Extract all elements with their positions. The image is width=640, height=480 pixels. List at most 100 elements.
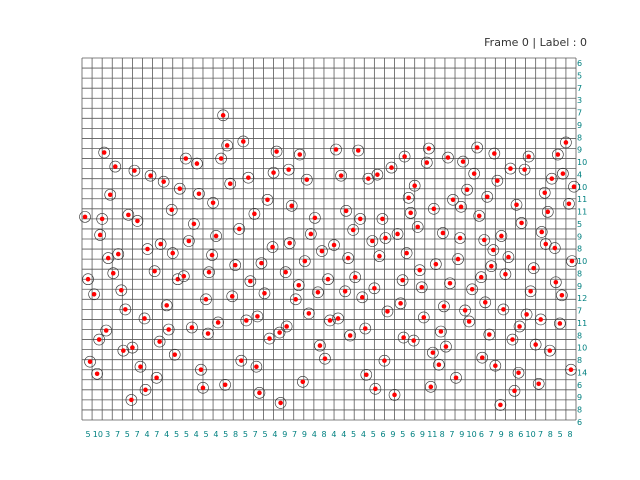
data-point xyxy=(274,149,279,154)
column-count-label: 9 xyxy=(499,430,504,439)
point-ring xyxy=(488,147,501,160)
data-point xyxy=(222,382,228,388)
point-ring xyxy=(309,212,321,224)
point-ring xyxy=(305,228,317,240)
point-ring xyxy=(356,291,369,304)
point-ring xyxy=(263,332,276,345)
data-point xyxy=(181,273,187,279)
point-ring xyxy=(274,397,287,409)
point-ring xyxy=(186,321,198,334)
row-count-label: 3 xyxy=(577,96,582,105)
point-ring xyxy=(344,329,356,342)
data-point xyxy=(503,271,508,277)
point-ring xyxy=(210,230,222,242)
point-ring xyxy=(381,305,394,318)
data-point xyxy=(436,362,442,367)
data-point xyxy=(382,358,387,363)
data-point xyxy=(267,336,272,341)
data-point xyxy=(433,261,439,267)
data-point xyxy=(426,146,432,151)
data-point xyxy=(372,285,377,291)
data-point xyxy=(430,350,436,355)
data-point xyxy=(499,233,504,239)
data-point xyxy=(198,367,204,373)
data-point xyxy=(164,303,169,308)
point-ring xyxy=(478,234,491,246)
point-ring xyxy=(226,290,239,303)
point-ring xyxy=(376,213,389,225)
data-point xyxy=(519,220,524,226)
data-point xyxy=(395,231,400,237)
point-ring xyxy=(461,183,473,196)
data-point xyxy=(115,251,121,257)
point-ring xyxy=(433,358,445,371)
point-ring xyxy=(437,227,449,239)
data-point xyxy=(359,295,365,300)
data-point xyxy=(142,316,147,321)
point-ring xyxy=(413,264,426,276)
data-point xyxy=(232,262,238,268)
column-count-label: 6 xyxy=(518,430,523,439)
row-count-label: 6 xyxy=(577,381,582,390)
data-point xyxy=(96,337,102,342)
point-ring xyxy=(91,367,103,380)
point-ring xyxy=(248,208,261,220)
data-point xyxy=(121,348,126,353)
data-point xyxy=(271,170,276,175)
point-ring xyxy=(330,143,342,156)
data-point xyxy=(536,381,541,387)
data-point xyxy=(493,363,498,369)
column-count-label: 4 xyxy=(341,430,346,439)
point-ring xyxy=(532,377,545,390)
point-ring xyxy=(282,163,295,176)
data-point xyxy=(119,287,124,293)
data-point xyxy=(508,166,513,171)
column-count-label: 3 xyxy=(105,430,110,439)
point-ring xyxy=(534,313,547,326)
column-count-label: 9 xyxy=(302,430,307,439)
point-ring xyxy=(420,156,433,169)
point-ring xyxy=(212,316,224,329)
data-point xyxy=(152,268,157,274)
data-point xyxy=(424,160,430,165)
data-point xyxy=(458,204,464,210)
data-point xyxy=(482,300,488,305)
point-ring xyxy=(394,297,407,310)
point-ring xyxy=(153,335,166,348)
point-ring xyxy=(253,387,266,399)
row-count-label: 9 xyxy=(577,146,582,155)
point-ring xyxy=(442,151,454,164)
data-point xyxy=(206,269,212,275)
point-ring xyxy=(112,248,125,260)
row-count-label: 8 xyxy=(577,133,582,142)
point-ring xyxy=(261,193,274,206)
point-ring xyxy=(444,277,456,290)
data-point xyxy=(415,224,421,230)
data-point xyxy=(481,237,487,243)
point-ring xyxy=(303,307,315,320)
data-point xyxy=(296,282,302,288)
point-ring xyxy=(385,161,398,174)
point-ring xyxy=(556,289,568,302)
point-ring xyxy=(340,205,352,217)
data-point xyxy=(450,197,456,203)
point-ring xyxy=(206,249,218,261)
point-ring xyxy=(237,135,250,148)
point-ring xyxy=(255,257,268,269)
data-point xyxy=(406,195,411,201)
data-point xyxy=(270,244,275,250)
point-ring xyxy=(435,325,447,338)
point-ring xyxy=(233,223,246,235)
point-ring xyxy=(207,197,219,209)
column-count-label: 6 xyxy=(479,430,484,439)
row-count-label: 8 xyxy=(577,269,582,278)
point-ring xyxy=(180,152,192,165)
data-point xyxy=(543,241,549,247)
data-point xyxy=(352,274,358,280)
data-point xyxy=(557,321,563,326)
column-count-label: 8 xyxy=(508,430,513,439)
data-point xyxy=(438,329,444,334)
point-ring xyxy=(162,323,175,336)
data-point xyxy=(455,256,461,262)
